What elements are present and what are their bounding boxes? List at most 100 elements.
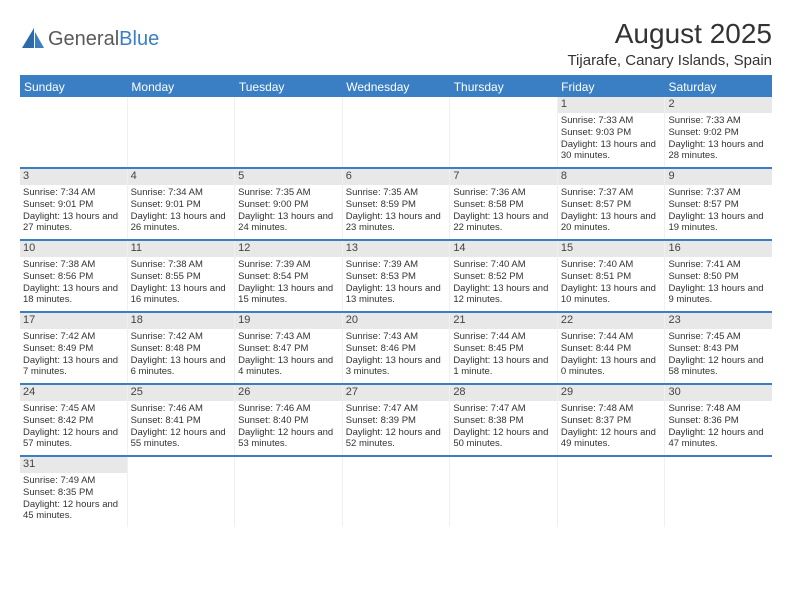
calendar-body: 1Sunrise: 7:33 AM Sunset: 9:03 PM Daylight… bbox=[20, 97, 772, 527]
calendar-week: 10Sunrise: 7:38 AMSunset: 8:56 PMDayligh… bbox=[20, 241, 772, 313]
sunset-text: Sunset: 8:40 PM bbox=[238, 415, 339, 427]
sunset-text: Sunset: 8:48 PM bbox=[131, 343, 232, 355]
day-number: 10 bbox=[20, 241, 127, 257]
daylight-text: Daylight: 13 hours and 9 minutes. bbox=[668, 283, 769, 307]
sunrise-text: Sunrise: 7:41 AM bbox=[668, 259, 769, 271]
calendar-day: 11Sunrise: 7:38 AMSunset: 8:55 PMDayligh… bbox=[128, 241, 236, 311]
sunrise-text: Sunrise: 7:37 AM bbox=[668, 187, 769, 199]
sunrise-text: Sunrise: 7:39 AM bbox=[238, 259, 339, 271]
sunrise-text: Sunrise: 7:49 AM bbox=[23, 475, 124, 487]
sunrise-text: Sunrise: 7:46 AM bbox=[238, 403, 339, 415]
day-number: 27 bbox=[343, 385, 450, 401]
daylight-text: Daylight: 13 hours and 24 minutes. bbox=[238, 211, 339, 235]
day-number: 15 bbox=[558, 241, 665, 257]
calendar-week: 17Sunrise: 7:42 AMSunset: 8:49 PMDayligh… bbox=[20, 313, 772, 385]
day-number: 26 bbox=[235, 385, 342, 401]
daylight-text: Daylight: 12 hours and 53 minutes. bbox=[238, 427, 339, 451]
sunset-text: Sunset: 8:51 PM bbox=[561, 271, 662, 283]
calendar-day: 19Sunrise: 7:43 AMSunset: 8:47 PMDayligh… bbox=[235, 313, 343, 383]
calendar-day: 15 Sunrise: 7:40 AMSunset: 8:51 PMDayligh… bbox=[558, 241, 666, 311]
daylight-text: Daylight: 13 hours and 18 minutes. bbox=[23, 283, 124, 307]
day-number: 21 bbox=[450, 313, 557, 329]
sunrise-text: Sunrise: 7:44 AM bbox=[561, 331, 662, 343]
sunset-text: Sunset: 8:58 PM bbox=[453, 199, 554, 211]
day-number: 23 bbox=[665, 313, 772, 329]
sunrise-text: Sunrise: 7:47 AM bbox=[453, 403, 554, 415]
day-number: 17 bbox=[20, 313, 127, 329]
sunrise-text: Sunrise: 7:36 AM bbox=[453, 187, 554, 199]
header: GeneralBlue August 2025 Tijarafe, Canary… bbox=[20, 18, 772, 69]
calendar-day: 26 Sunrise: 7:46 AMSunset: 8:40 PMDayligh… bbox=[235, 385, 343, 455]
day-number: 6 bbox=[343, 169, 450, 185]
daylight-text: Daylight: 13 hours and 10 minutes. bbox=[561, 283, 662, 307]
sunset-text: Sunset: 8:57 PM bbox=[561, 199, 662, 211]
sunset-text: Sunset: 8:41 PM bbox=[131, 415, 232, 427]
sunset-text: Sunset: 8:44 PM bbox=[561, 343, 662, 355]
logo: GeneralBlue bbox=[20, 18, 159, 52]
weekday-label: Tuesday bbox=[235, 77, 342, 97]
sunset-text: Sunset: 8:42 PM bbox=[23, 415, 124, 427]
calendar-day-empty bbox=[343, 457, 451, 527]
sunrise-text: Sunrise: 7:45 AM bbox=[23, 403, 124, 415]
sunrise-text: Sunrise: 7:40 AM bbox=[453, 259, 554, 271]
weekday-label: Thursday bbox=[450, 77, 557, 97]
sunset-text: Sunset: 9:03 PM bbox=[561, 127, 662, 139]
sunrise-text: Sunrise: 7:38 AM bbox=[23, 259, 124, 271]
day-number: 25 bbox=[128, 385, 235, 401]
sunrise-text: Sunrise: 7:44 AM bbox=[453, 331, 554, 343]
calendar-day: 25Sunrise: 7:46 AMSunset: 8:41 PMDayligh… bbox=[128, 385, 236, 455]
calendar-day: 13Sunrise: 7:39 AMSunset: 8:53 PMDayligh… bbox=[343, 241, 451, 311]
day-number: 1 bbox=[558, 97, 665, 113]
day-number: 30 bbox=[665, 385, 772, 401]
day-number: 3 bbox=[20, 169, 127, 185]
calendar-day: 29Sunrise: 7:48 AMSunset: 8:37 PMDayligh… bbox=[558, 385, 666, 455]
calendar-day: 14Sunrise: 7:40 AMSunset: 8:52 PMDayligh… bbox=[450, 241, 558, 311]
daylight-text: Daylight: 13 hours and 27 minutes. bbox=[23, 211, 124, 235]
daylight-text: Daylight: 13 hours and 7 minutes. bbox=[23, 355, 124, 379]
day-number: 14 bbox=[450, 241, 557, 257]
sunrise-text: Sunrise: 7:42 AM bbox=[23, 331, 124, 343]
sunset-text: Sunset: 8:52 PM bbox=[453, 271, 554, 283]
daylight-text: Daylight: 13 hours and 16 minutes. bbox=[131, 283, 232, 307]
sunrise-text: Sunrise: 7:33 AM bbox=[668, 115, 769, 127]
calendar-day: 20Sunrise: 7:43 AMSunset: 8:46 PMDayligh… bbox=[343, 313, 451, 383]
daylight-text: Daylight: 13 hours and 19 minutes. bbox=[668, 211, 769, 235]
weekday-label: Friday bbox=[557, 77, 664, 97]
weekday-label: Wednesday bbox=[342, 77, 449, 97]
day-number: 12 bbox=[235, 241, 342, 257]
sunset-text: Sunset: 9:02 PM bbox=[668, 127, 769, 139]
sunset-text: Sunset: 8:47 PM bbox=[238, 343, 339, 355]
sunrise-text: Sunrise: 7:47 AM bbox=[346, 403, 447, 415]
sunset-text: Sunset: 8:49 PM bbox=[23, 343, 124, 355]
daylight-text: Daylight: 13 hours and 15 minutes. bbox=[238, 283, 339, 307]
daylight-text: Daylight: 13 hours and 26 minutes. bbox=[131, 211, 232, 235]
sunrise-text: Sunrise: 7:40 AM bbox=[561, 259, 662, 271]
daylight-text: Daylight: 13 hours and 3 minutes. bbox=[346, 355, 447, 379]
sunrise-text: Sunrise: 7:45 AM bbox=[668, 331, 769, 343]
weekday-label: Saturday bbox=[665, 77, 772, 97]
logo-text-2: Blue bbox=[119, 28, 159, 50]
logo-text-1: General bbox=[48, 28, 119, 50]
sunset-text: Sunset: 8:50 PM bbox=[668, 271, 769, 283]
sunset-text: Sunset: 8:53 PM bbox=[346, 271, 447, 283]
day-number: 20 bbox=[343, 313, 450, 329]
sunset-text: Sunset: 8:36 PM bbox=[668, 415, 769, 427]
day-number: 8 bbox=[558, 169, 665, 185]
sunset-text: Sunset: 8:38 PM bbox=[453, 415, 554, 427]
day-number: 24 bbox=[20, 385, 127, 401]
day-number: 13 bbox=[343, 241, 450, 257]
calendar-day-empty bbox=[235, 97, 343, 167]
calendar-day: 3Sunrise: 7:34 AMSunset: 9:01 PMDaylight… bbox=[20, 169, 128, 239]
calendar-week: 3Sunrise: 7:34 AMSunset: 9:01 PMDaylight… bbox=[20, 169, 772, 241]
sunrise-text: Sunrise: 7:42 AM bbox=[131, 331, 232, 343]
daylight-text: Daylight: 13 hours and 13 minutes. bbox=[346, 283, 447, 307]
calendar-day: 2Sunrise: 7:33 AMSunset: 9:02 PMDaylight… bbox=[665, 97, 772, 167]
day-number: 7 bbox=[450, 169, 557, 185]
calendar-day-empty bbox=[665, 457, 772, 527]
daylight-text: Daylight: 13 hours and 0 minutes. bbox=[561, 355, 662, 379]
sunrise-text: Sunrise: 7:37 AM bbox=[561, 187, 662, 199]
daylight-text: Daylight: 13 hours and 1 minute. bbox=[453, 355, 554, 379]
calendar-week: 24 Sunrise: 7:45 AMSunset: 8:42 PM Dayligh… bbox=[20, 385, 772, 457]
calendar-day: 23Sunrise: 7:45 AMSunset: 8:43 PMDayligh… bbox=[665, 313, 772, 383]
calendar-day-empty bbox=[450, 457, 558, 527]
